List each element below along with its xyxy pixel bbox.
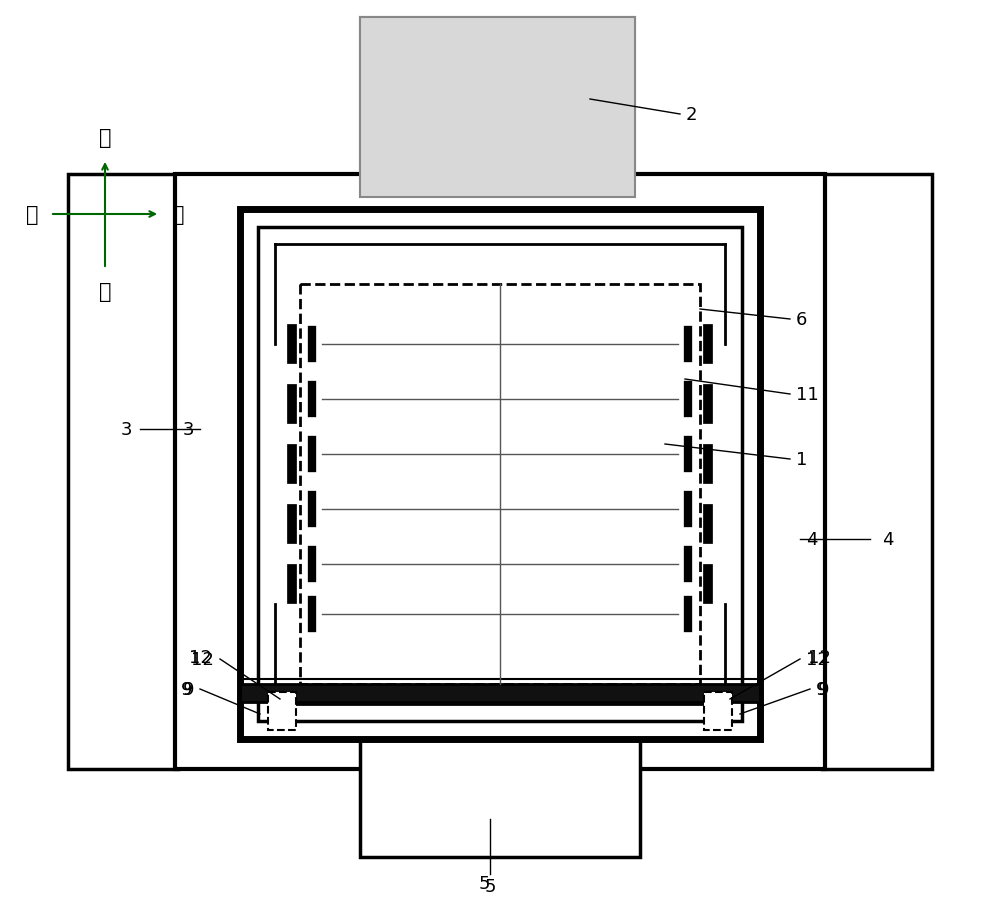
Text: 5: 5: [484, 877, 496, 895]
Text: 3: 3: [121, 421, 132, 439]
Text: 6: 6: [796, 311, 807, 329]
Text: 12: 12: [189, 648, 212, 666]
Text: 南: 南: [99, 282, 111, 302]
Bar: [68, 175, 178, 769]
Text: 12: 12: [808, 648, 831, 666]
Text: 2: 2: [686, 106, 698, 124]
Bar: [360, 717, 640, 857]
Bar: [240, 209, 760, 740]
Bar: [175, 175, 825, 769]
Bar: [360, 18, 635, 213]
Text: 4: 4: [882, 530, 894, 548]
Text: 1: 1: [796, 451, 807, 469]
Text: 西: 西: [26, 205, 38, 225]
Text: 9: 9: [183, 680, 194, 698]
Bar: [360, 18, 635, 198]
Text: 4: 4: [806, 530, 818, 548]
Text: 5: 5: [478, 874, 490, 892]
Text: 东: 东: [172, 205, 185, 225]
Text: 9: 9: [181, 680, 192, 698]
Text: 3: 3: [183, 421, 194, 439]
Text: 12: 12: [806, 650, 829, 668]
Bar: [258, 228, 742, 721]
Bar: [822, 175, 932, 769]
Bar: [268, 693, 296, 731]
Bar: [704, 693, 732, 731]
Text: 11: 11: [796, 386, 819, 404]
Text: 12: 12: [191, 650, 214, 668]
Text: 9: 9: [818, 680, 830, 698]
Text: 9: 9: [816, 680, 828, 698]
Bar: [240, 684, 760, 703]
Bar: [300, 284, 700, 684]
Text: 北: 北: [99, 128, 111, 148]
